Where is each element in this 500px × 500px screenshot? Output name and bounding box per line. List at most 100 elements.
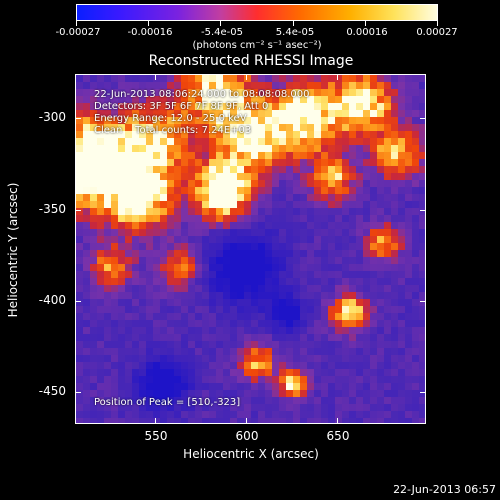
image-pixel — [188, 201, 195, 208]
image-pixel — [349, 173, 356, 180]
image-pixel — [328, 180, 335, 187]
image-pixel — [223, 138, 230, 145]
image-pixel — [132, 187, 139, 194]
image-pixel — [356, 313, 363, 320]
image-pixel — [83, 278, 90, 285]
image-pixel — [104, 131, 111, 138]
image-pixel — [146, 96, 153, 103]
image-pixel — [279, 75, 286, 82]
image-pixel — [391, 278, 398, 285]
image-pixel — [90, 222, 97, 229]
image-pixel — [251, 124, 258, 131]
image-pixel — [76, 166, 83, 173]
image-pixel — [293, 201, 300, 208]
image-pixel — [174, 334, 181, 341]
image-pixel — [300, 173, 307, 180]
image-pixel — [293, 82, 300, 89]
image-pixel — [419, 215, 425, 222]
image-pixel — [279, 257, 286, 264]
image-pixel — [167, 348, 174, 355]
image-pixel — [356, 194, 363, 201]
image-pixel — [83, 215, 90, 222]
image-pixel — [314, 145, 321, 152]
image-pixel — [146, 369, 153, 376]
image-pixel — [230, 89, 237, 96]
image-pixel — [342, 138, 349, 145]
image-pixel — [349, 89, 356, 96]
image-pixel — [419, 341, 425, 348]
image-pixel — [118, 383, 125, 390]
image-pixel — [342, 201, 349, 208]
image-pixel — [167, 264, 174, 271]
image-pixel — [181, 75, 188, 82]
image-pixel — [118, 306, 125, 313]
image-pixel — [314, 292, 321, 299]
image-pixel — [314, 208, 321, 215]
image-pixel — [209, 278, 216, 285]
image-pixel — [328, 166, 335, 173]
image-pixel — [118, 89, 125, 96]
image-pixel — [188, 215, 195, 222]
image-pixel — [391, 397, 398, 404]
image-pixel — [412, 145, 419, 152]
image-pixel — [349, 75, 356, 82]
image-pixel — [265, 117, 272, 124]
image-pixel — [265, 355, 272, 362]
image-pixel — [97, 236, 104, 243]
image-pixel — [83, 404, 90, 411]
image-pixel — [174, 194, 181, 201]
image-pixel — [188, 131, 195, 138]
image-pixel — [244, 117, 251, 124]
image-pixel — [174, 327, 181, 334]
image-pixel — [237, 292, 244, 299]
image-pixel — [391, 306, 398, 313]
image-pixel — [160, 215, 167, 222]
image-pixel — [335, 152, 342, 159]
image-pixel — [265, 166, 272, 173]
image-pixel — [356, 411, 363, 418]
image-pixel — [111, 152, 118, 159]
image-pixel — [370, 299, 377, 306]
image-pixel — [398, 250, 405, 257]
image-pixel — [398, 152, 405, 159]
image-pixel — [419, 222, 425, 229]
image-pixel — [76, 124, 83, 131]
image-pixel — [272, 180, 279, 187]
image-pixel — [244, 271, 251, 278]
image-pixel — [167, 397, 174, 404]
image-pixel — [342, 404, 349, 411]
image-pixel — [335, 334, 342, 341]
image-pixel — [251, 285, 258, 292]
image-pixel — [356, 348, 363, 355]
image-pixel — [223, 110, 230, 117]
image-pixel — [384, 194, 391, 201]
image-pixel — [153, 152, 160, 159]
image-pixel — [111, 96, 118, 103]
image-pixel — [349, 187, 356, 194]
image-pixel — [153, 390, 160, 397]
image-pixel — [139, 173, 146, 180]
image-pixel — [111, 89, 118, 96]
image-pixel — [237, 152, 244, 159]
image-pixel — [195, 411, 202, 418]
image-pixel — [356, 124, 363, 131]
image-pixel — [160, 187, 167, 194]
image-pixel — [76, 201, 83, 208]
image-pixel — [111, 166, 118, 173]
image-pixel — [209, 131, 216, 138]
image-pixel — [370, 264, 377, 271]
image-pixel — [279, 271, 286, 278]
image-pixel — [160, 383, 167, 390]
image-pixel — [209, 208, 216, 215]
image-pixel — [251, 236, 258, 243]
image-pixel — [209, 341, 216, 348]
image-pixel — [97, 271, 104, 278]
image-pixel — [286, 194, 293, 201]
image-pixel — [405, 404, 412, 411]
image-pixel — [307, 376, 314, 383]
image-pixel — [370, 250, 377, 257]
image-pixel — [258, 390, 265, 397]
image-pixel — [307, 75, 314, 82]
image-pixel — [153, 103, 160, 110]
image-pixel — [370, 194, 377, 201]
